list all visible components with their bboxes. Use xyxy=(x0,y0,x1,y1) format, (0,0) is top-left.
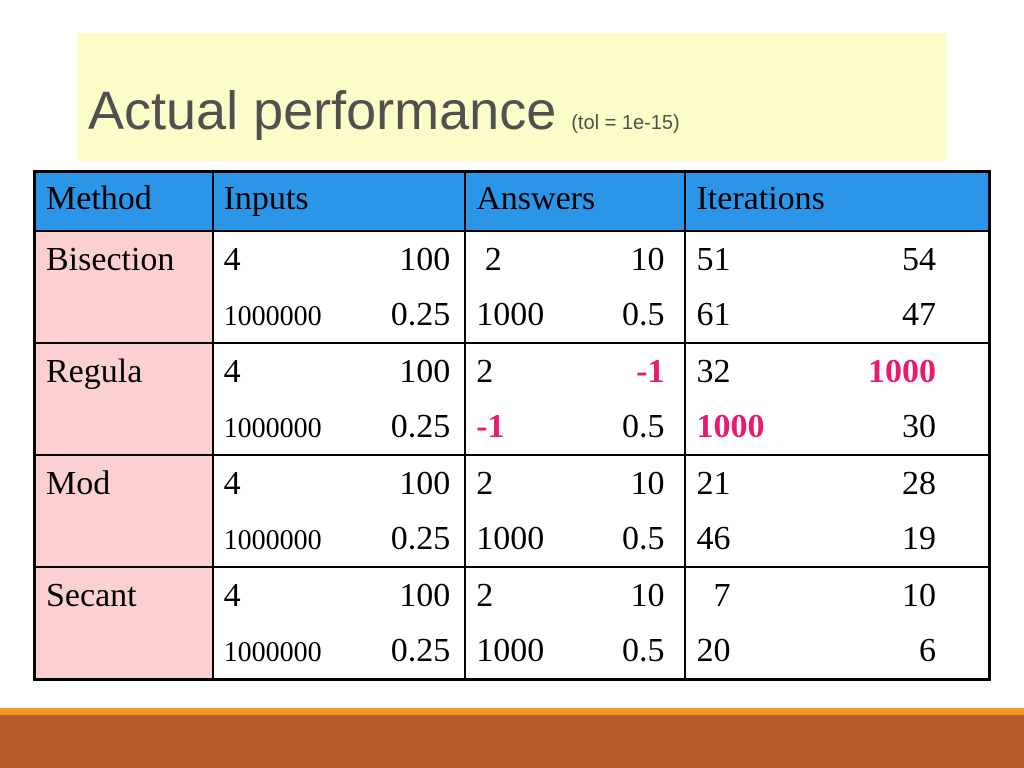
value: 20 xyxy=(696,632,731,669)
value: 0.5 xyxy=(621,632,665,669)
slide-title: Actual performance (tol = 1e-15) xyxy=(88,80,680,142)
value: 0.25 xyxy=(390,408,451,445)
value: 2 xyxy=(476,353,494,390)
method-cell: Mod xyxy=(33,454,214,568)
value: 51 xyxy=(696,241,731,278)
value: 0.5 xyxy=(621,408,665,445)
value: 1000000 xyxy=(223,525,322,556)
value: 100 xyxy=(399,577,451,614)
value: 0.5 xyxy=(621,296,665,333)
value: 2 xyxy=(476,465,494,502)
value: 1000 xyxy=(476,296,545,333)
inputs-cell: 4 100 1000000 0.25 xyxy=(211,342,467,456)
footer-bar xyxy=(0,715,1024,768)
title-background xyxy=(77,33,947,161)
answers-cell: 2 10 1000 0.5 xyxy=(464,230,687,344)
header-row: Method Inputs Answers Iterations xyxy=(33,170,991,232)
value: 21 xyxy=(696,465,731,502)
header-method: Method xyxy=(33,170,214,232)
header-inputs: Inputs xyxy=(211,170,467,232)
value: 0.25 xyxy=(390,520,451,557)
value: 10 xyxy=(630,241,665,278)
iterations-cell: 7 10 20 6 xyxy=(684,566,991,681)
value: 46 xyxy=(696,520,731,557)
performance-table: Method Inputs Answers Iterations Bisecti… xyxy=(33,170,991,681)
title-subtitle: (tol = 1e-15) xyxy=(571,112,680,134)
value: 1000000 xyxy=(223,413,322,444)
footer-accent-line xyxy=(0,708,1024,715)
value: 4 xyxy=(223,577,241,614)
method-cell: Bisection xyxy=(33,230,214,344)
title-main: Actual performance xyxy=(88,81,557,141)
value: 32 xyxy=(696,353,731,390)
table-row: Regula 4 100 1000000 0.25 2 -1 -1 0.5 32 1000… xyxy=(33,342,991,456)
inputs-cell: 4 100 1000000 0.25 xyxy=(211,230,467,344)
value: 6 xyxy=(919,632,936,669)
value: 19 xyxy=(902,520,936,557)
value: 0.25 xyxy=(390,296,451,333)
value: 10 xyxy=(630,577,665,614)
iterations-cell: 32 1000 1000 30 xyxy=(684,342,991,456)
value: 30 xyxy=(902,408,936,445)
failure-value: -1 xyxy=(636,353,665,390)
value: 4 xyxy=(223,353,241,390)
value: 2 xyxy=(476,241,502,278)
table-row: Mod 4 100 1000000 0.25 2 10 1000 0.5 21 28 46… xyxy=(33,454,991,568)
iterations-cell: 51 54 61 47 xyxy=(684,230,991,344)
header-answers: Answers xyxy=(464,170,687,232)
method-cell: Secant xyxy=(33,566,214,681)
value: 0.25 xyxy=(390,632,451,669)
inputs-cell: 4 100 1000000 0.25 xyxy=(211,566,467,681)
answers-cell: 2 10 1000 0.5 xyxy=(464,566,687,681)
value: 100 xyxy=(399,241,451,278)
value: 4 xyxy=(223,465,241,502)
value: 100 xyxy=(399,353,451,390)
value: 0.5 xyxy=(621,520,665,557)
header-iterations: Iterations xyxy=(684,170,991,232)
answers-cell: 2 10 1000 0.5 xyxy=(464,454,687,568)
value: 61 xyxy=(696,296,731,333)
value: 47 xyxy=(902,296,936,333)
failure-value: -1 xyxy=(476,408,505,445)
value: 7 xyxy=(696,577,731,614)
value: 4 xyxy=(223,241,241,278)
table-row: Bisection 4 100 1000000 0.25 2 10 1000 0.5 5… xyxy=(33,230,991,344)
inputs-cell: 4 100 1000000 0.25 xyxy=(211,454,467,568)
table-row: Secant 4 100 1000000 0.25 2 10 1000 0.5 7 10 … xyxy=(33,566,991,681)
value: 1000 xyxy=(476,520,545,557)
value: 1000 xyxy=(476,632,545,669)
value: 10 xyxy=(630,465,665,502)
failure-value: 1000 xyxy=(696,408,765,445)
value: 1000000 xyxy=(223,637,322,668)
failure-value: 1000 xyxy=(868,353,936,390)
value: 28 xyxy=(902,465,936,502)
value: 54 xyxy=(902,241,936,278)
value: 1000000 xyxy=(223,301,322,332)
value: 100 xyxy=(399,465,451,502)
answers-cell: 2 -1 -1 0.5 xyxy=(464,342,687,456)
iterations-cell: 21 28 46 19 xyxy=(684,454,991,568)
value: 2 xyxy=(476,577,494,614)
method-cell: Regula xyxy=(33,342,214,456)
value: 10 xyxy=(902,577,936,614)
